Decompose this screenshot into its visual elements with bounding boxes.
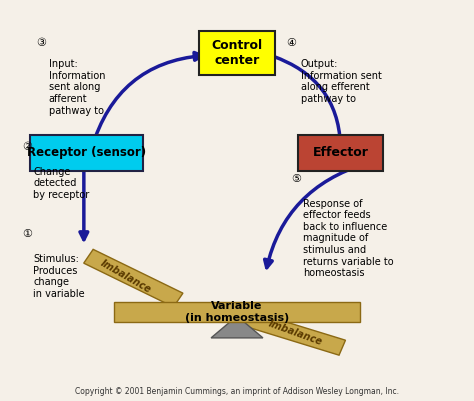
Text: Variable
(in homeostasis): Variable (in homeostasis) [185,301,289,323]
FancyBboxPatch shape [298,135,383,171]
Text: Output:
Information sent
along efferent
pathway to: Output: Information sent along efferent … [301,59,382,104]
Polygon shape [84,249,183,307]
Text: ⑤: ⑤ [291,174,301,184]
Text: Effector: Effector [313,146,369,159]
Polygon shape [211,316,263,338]
Text: ①: ① [22,229,32,239]
FancyBboxPatch shape [30,135,143,171]
FancyBboxPatch shape [199,31,275,75]
Text: ②: ② [22,142,32,152]
Text: Control
center: Control center [211,39,263,67]
Text: Input:
Information
sent along
afferent
pathway to: Input: Information sent along afferent p… [48,59,105,115]
Polygon shape [242,310,346,355]
Text: Change
detected
by receptor: Change detected by receptor [34,167,90,200]
Text: Receptor (sensor): Receptor (sensor) [27,146,146,159]
Text: ④: ④ [286,38,296,48]
Text: Copyright © 2001 Benjamin Cummings, an imprint of Addison Wesley Longman, Inc.: Copyright © 2001 Benjamin Cummings, an i… [75,387,399,396]
Text: Imbalance: Imbalance [267,318,324,347]
Text: Response of
effector feeds
back to influence
magnitude of
stimulus and
returns v: Response of effector feeds back to influ… [303,198,393,278]
Text: Imbalance: Imbalance [99,258,153,295]
Polygon shape [115,302,359,322]
Text: Stimulus:
Produces
change
in variable: Stimulus: Produces change in variable [34,254,85,299]
Text: ③: ③ [36,38,46,48]
